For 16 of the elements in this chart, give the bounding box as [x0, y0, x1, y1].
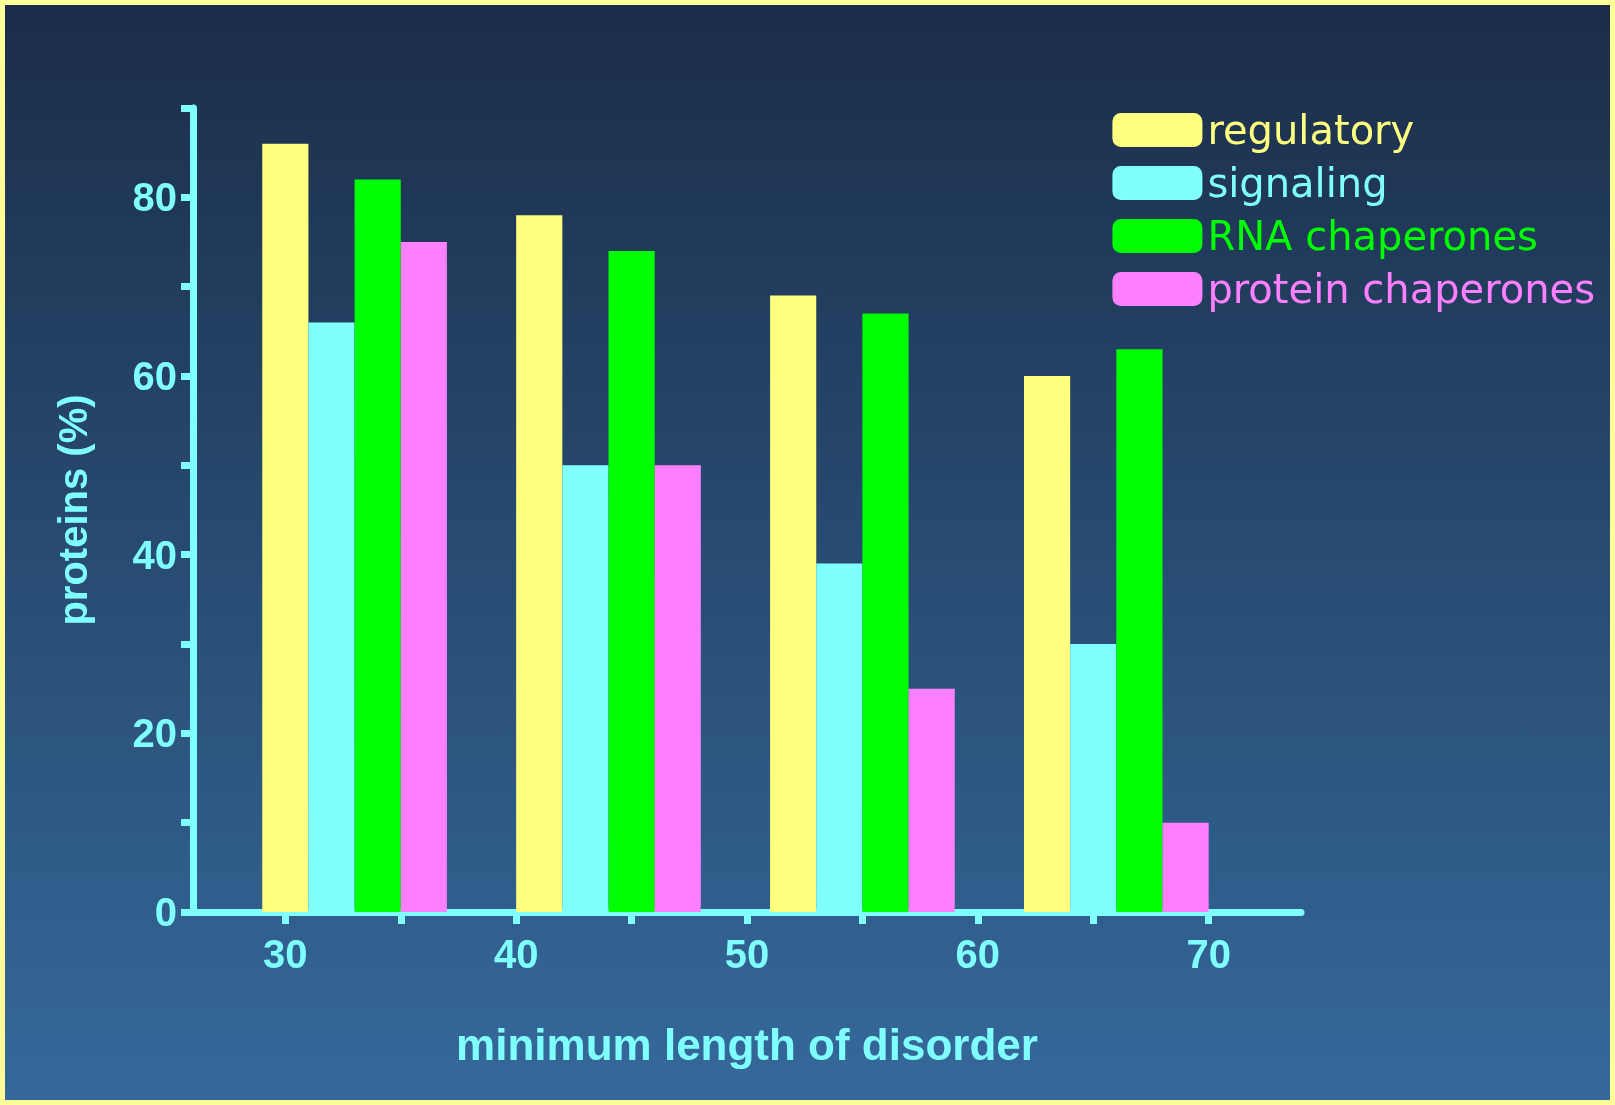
y-tick-label: 20: [132, 711, 177, 756]
y-tick-label: 60: [132, 354, 177, 398]
y-axis-title: proteins (%): [51, 394, 95, 626]
x-tick-label: 30: [263, 932, 308, 976]
x-tick-label: 60: [955, 932, 1001, 976]
legend-label: signaling: [1207, 160, 1388, 206]
x-tick-label: 70: [1186, 932, 1231, 976]
y-tick-label: 80: [132, 175, 177, 220]
x-tick-label: 50: [724, 932, 770, 976]
x-axis-title: minimum length of disorder: [456, 1019, 1038, 1069]
y-tick-label: 40: [132, 532, 177, 577]
legend-label: protein chaperones: [1207, 266, 1596, 312]
legend-label: RNA chaperones: [1207, 213, 1538, 259]
legend-label: regulatory: [1207, 107, 1415, 153]
x-tick-label: 40: [493, 932, 539, 976]
y-tick-label: 0: [154, 890, 177, 934]
